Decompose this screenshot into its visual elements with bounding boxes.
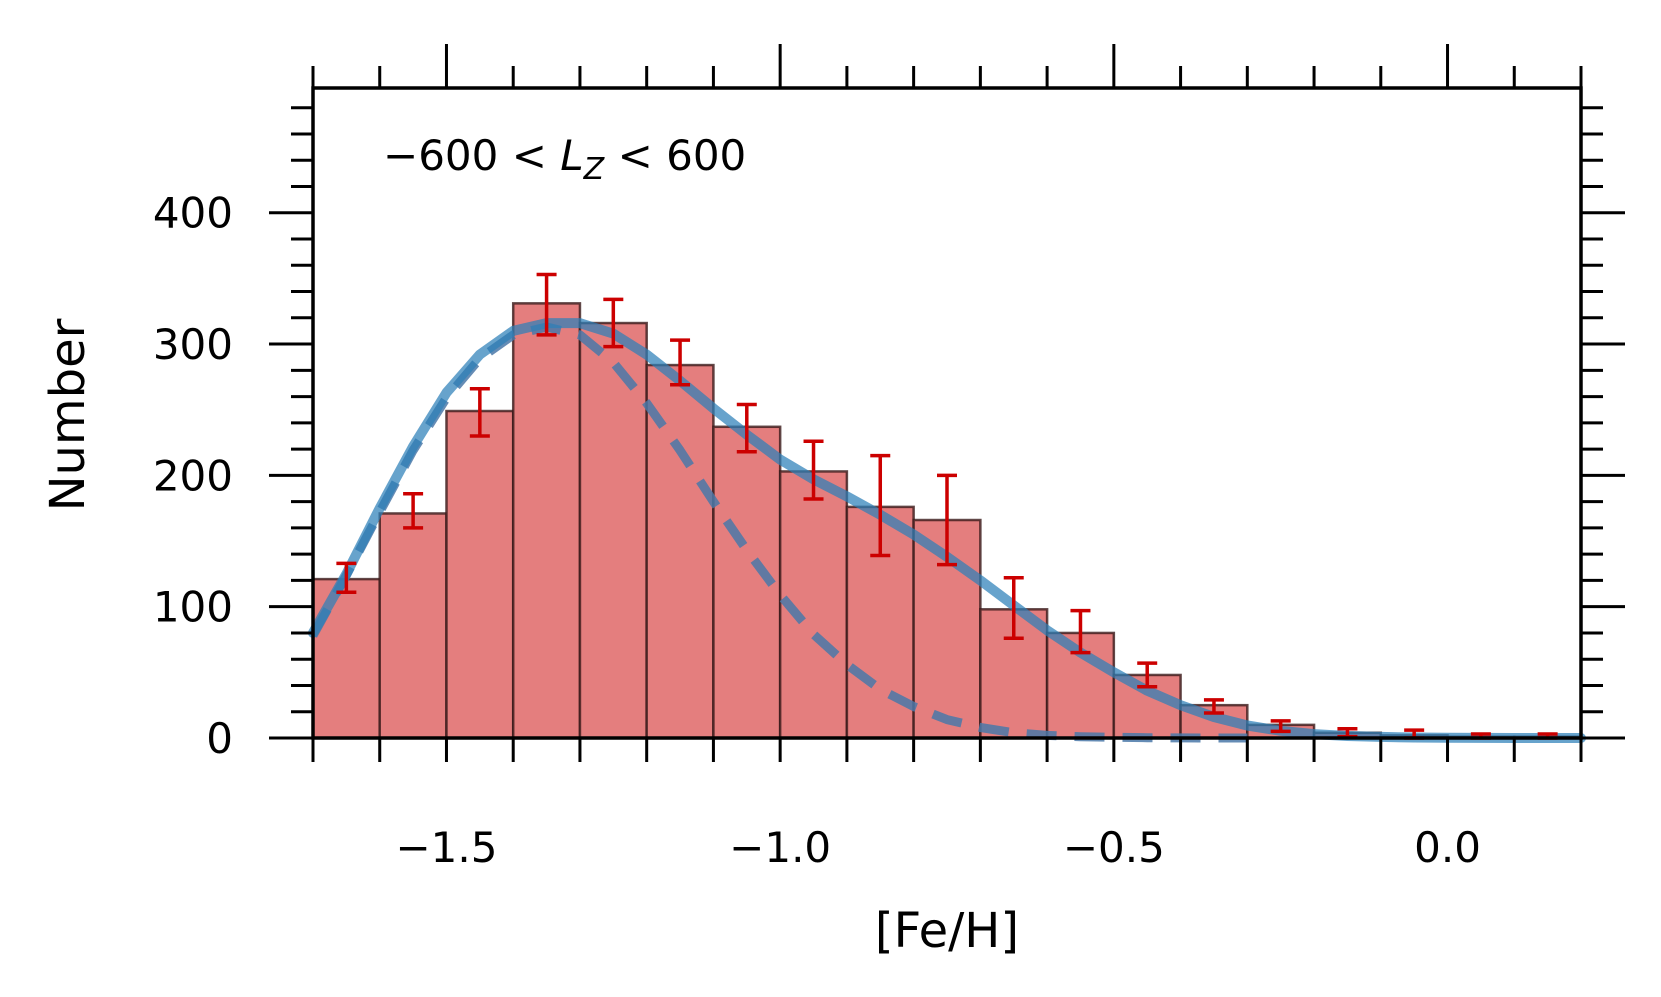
- histogram-bar: [445, 409, 515, 740]
- histogram-bar: [311, 577, 381, 740]
- error-bar: [1203, 698, 1224, 715]
- error-bar: [1003, 576, 1024, 640]
- error-bar: [1070, 608, 1091, 655]
- x-tick-label: −1.0: [729, 823, 831, 872]
- y-tick-label: 300: [153, 320, 233, 369]
- histogram-bar: [378, 512, 448, 740]
- histogram-bar: [511, 302, 582, 740]
- error-bar: [1137, 661, 1158, 689]
- error-bar: [870, 453, 891, 558]
- error-bar: [803, 439, 824, 501]
- histogram-bar: [645, 363, 715, 740]
- y-tick-label: 100: [153, 583, 233, 632]
- error-bar: [670, 338, 691, 387]
- y-tick-label: 200: [153, 451, 233, 500]
- error-bar: [536, 272, 557, 337]
- annotation-subscript: Z: [583, 152, 606, 187]
- x-axis-label: [Fe/H]: [875, 903, 1019, 959]
- annotation-symbol: L: [560, 131, 583, 180]
- x-tick-label: 0.0: [1414, 823, 1481, 872]
- error-bar: [469, 386, 490, 438]
- error-bar: [1270, 719, 1291, 734]
- annotation-prefix: −600 <: [383, 131, 560, 180]
- error-bar: [336, 561, 357, 594]
- axis-tick-labels: −1.5 −1.0 −0.5 0.0 0 100 200 300 400: [153, 189, 1481, 872]
- axis-ticks: [269, 44, 1625, 762]
- annotation-suffix: < 600: [604, 131, 746, 180]
- error-bar: [603, 297, 624, 349]
- annotation-text: −600 < LZ < 600: [383, 131, 746, 187]
- x-tick-label: −0.5: [1063, 823, 1165, 872]
- error-bar: [937, 473, 957, 567]
- error-bar: [736, 402, 757, 454]
- y-tick-label: 400: [153, 189, 233, 238]
- error-bar: [403, 492, 424, 530]
- x-tick-label: −1.5: [395, 823, 497, 872]
- y-axis-label: Number: [40, 318, 96, 511]
- y-tick-label: 0: [206, 714, 233, 763]
- plot-frame: [311, 86, 1583, 740]
